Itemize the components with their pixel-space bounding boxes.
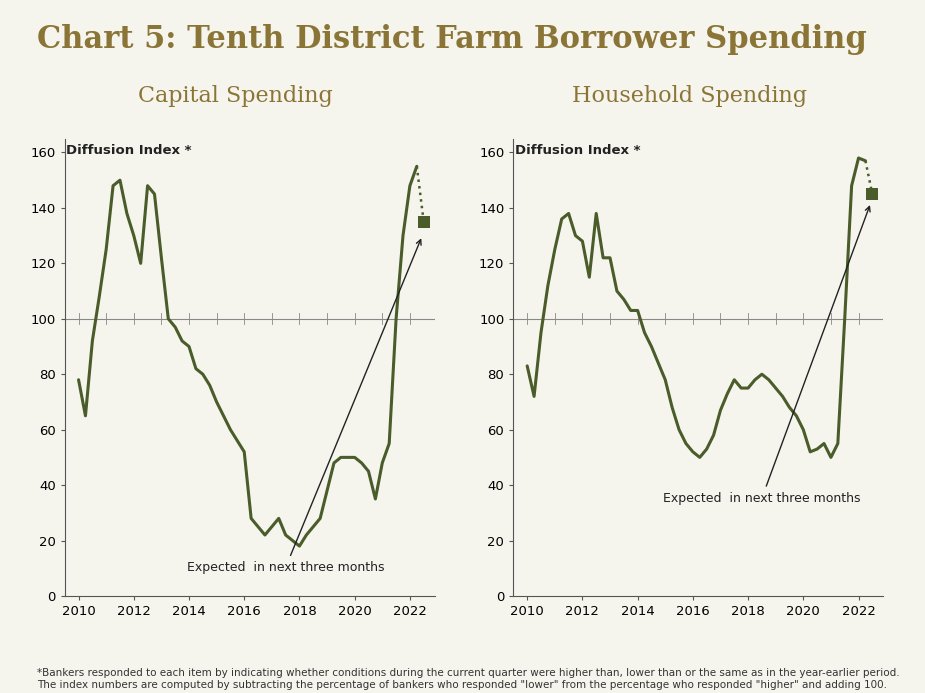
Text: Diffusion Index *: Diffusion Index * [514,144,640,157]
Text: Household Spending: Household Spending [572,85,807,107]
Text: *Bankers responded to each item by indicating whether conditions during the curr: *Bankers responded to each item by indic… [37,668,900,690]
Text: Diffusion Index *: Diffusion Index * [66,144,191,157]
Text: Expected  in next three months: Expected in next three months [663,207,870,505]
Text: Expected  in next three months: Expected in next three months [187,240,421,574]
Text: Chart 5: Tenth District Farm Borrower Spending: Chart 5: Tenth District Farm Borrower Sp… [37,24,867,55]
Text: Capital Spending: Capital Spending [139,85,333,107]
